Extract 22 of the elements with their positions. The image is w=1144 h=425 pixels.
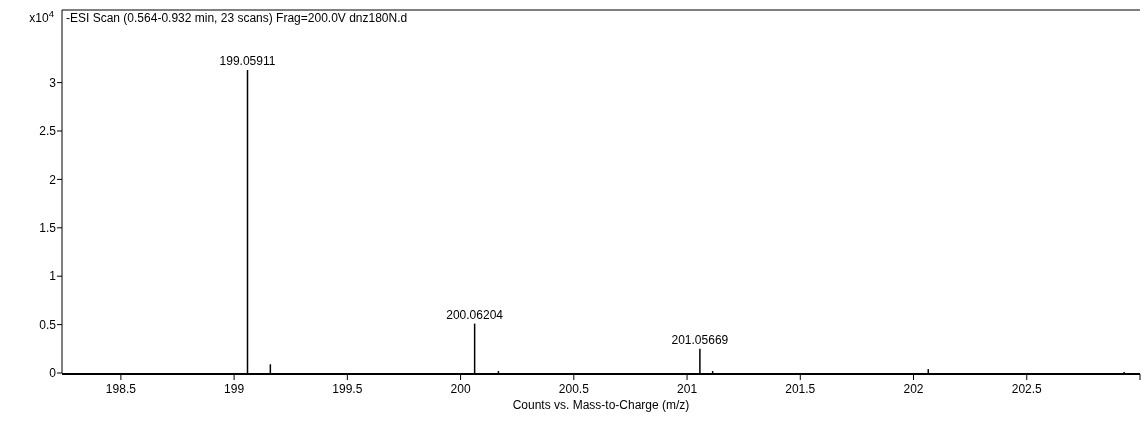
annotation: 200.06204 — [446, 307, 504, 322]
annotation: 201.05669 — [671, 332, 729, 347]
y-tick-label: 3 — [49, 75, 57, 90]
x-tick-label: 202 — [903, 382, 924, 396]
x-tick-label: 199 — [224, 382, 245, 396]
y-tick-label: 1.5 — [39, 221, 57, 235]
y-tick-label: 0 — [49, 366, 57, 381]
y-tick-label: 2 — [49, 172, 57, 187]
x-tick-label: 201 — [677, 382, 698, 396]
x-tick-label: 200.5 — [558, 382, 590, 396]
x-axis-title: Counts vs. Mass-to-Charge (m/z) — [512, 398, 690, 412]
x-tick-label: 201.5 — [785, 382, 816, 396]
y-axis-title: x10$^{4}$ — [29, 7, 55, 25]
chart-title: -ESI Scan (0.564-0.932 min, 23 scans) Frag=200.0V dnz180N.d — [66, 11, 408, 25]
x-tick-label: 199.5 — [332, 382, 363, 396]
x-tick-label: 198.5 — [105, 382, 137, 396]
annotation: 199.05911 — [219, 54, 276, 69]
x-tick-label: 200 — [450, 382, 471, 396]
y-tick-label: 1 — [49, 269, 57, 284]
y-tick-label: 2.5 — [39, 124, 57, 139]
x-tick-label: 202.5 — [1011, 382, 1043, 396]
y-tick-label: 0.5 — [39, 317, 57, 332]
